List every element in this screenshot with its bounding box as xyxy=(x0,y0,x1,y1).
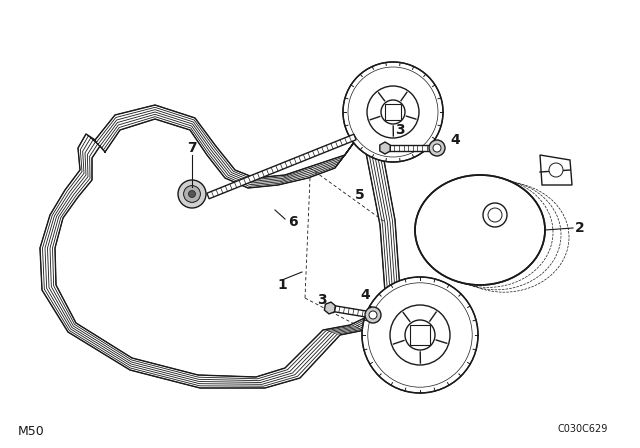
Circle shape xyxy=(405,320,435,350)
Circle shape xyxy=(367,86,419,138)
Text: 4: 4 xyxy=(360,288,370,302)
Text: 3: 3 xyxy=(317,293,327,307)
Polygon shape xyxy=(380,142,390,154)
Circle shape xyxy=(381,100,405,124)
Circle shape xyxy=(483,203,507,227)
Circle shape xyxy=(184,185,200,202)
Polygon shape xyxy=(324,302,335,314)
Text: C030C629: C030C629 xyxy=(558,424,609,434)
Circle shape xyxy=(433,144,441,152)
Circle shape xyxy=(390,305,450,365)
Text: 6: 6 xyxy=(288,215,298,229)
Polygon shape xyxy=(385,104,401,120)
Polygon shape xyxy=(330,305,372,318)
Polygon shape xyxy=(540,155,572,185)
Text: 5: 5 xyxy=(355,188,365,202)
Circle shape xyxy=(365,307,381,323)
Circle shape xyxy=(189,190,195,198)
Circle shape xyxy=(362,277,478,393)
Polygon shape xyxy=(40,105,400,388)
Text: M50: M50 xyxy=(18,425,45,438)
Polygon shape xyxy=(410,325,429,345)
Circle shape xyxy=(369,311,377,319)
Text: 3: 3 xyxy=(395,123,405,137)
Polygon shape xyxy=(385,145,436,151)
Text: 7: 7 xyxy=(187,141,197,155)
Circle shape xyxy=(178,180,206,208)
Circle shape xyxy=(549,163,563,177)
Text: 4: 4 xyxy=(450,133,460,147)
Text: 2: 2 xyxy=(575,221,585,235)
Circle shape xyxy=(343,62,443,162)
Polygon shape xyxy=(207,134,356,199)
Circle shape xyxy=(429,140,445,156)
Ellipse shape xyxy=(415,175,545,285)
Circle shape xyxy=(488,208,502,222)
Text: 1: 1 xyxy=(277,278,287,292)
